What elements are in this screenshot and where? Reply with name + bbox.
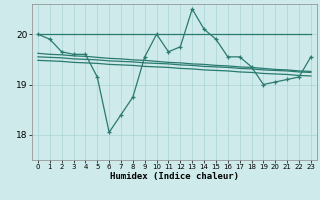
X-axis label: Humidex (Indice chaleur): Humidex (Indice chaleur)	[110, 172, 239, 181]
